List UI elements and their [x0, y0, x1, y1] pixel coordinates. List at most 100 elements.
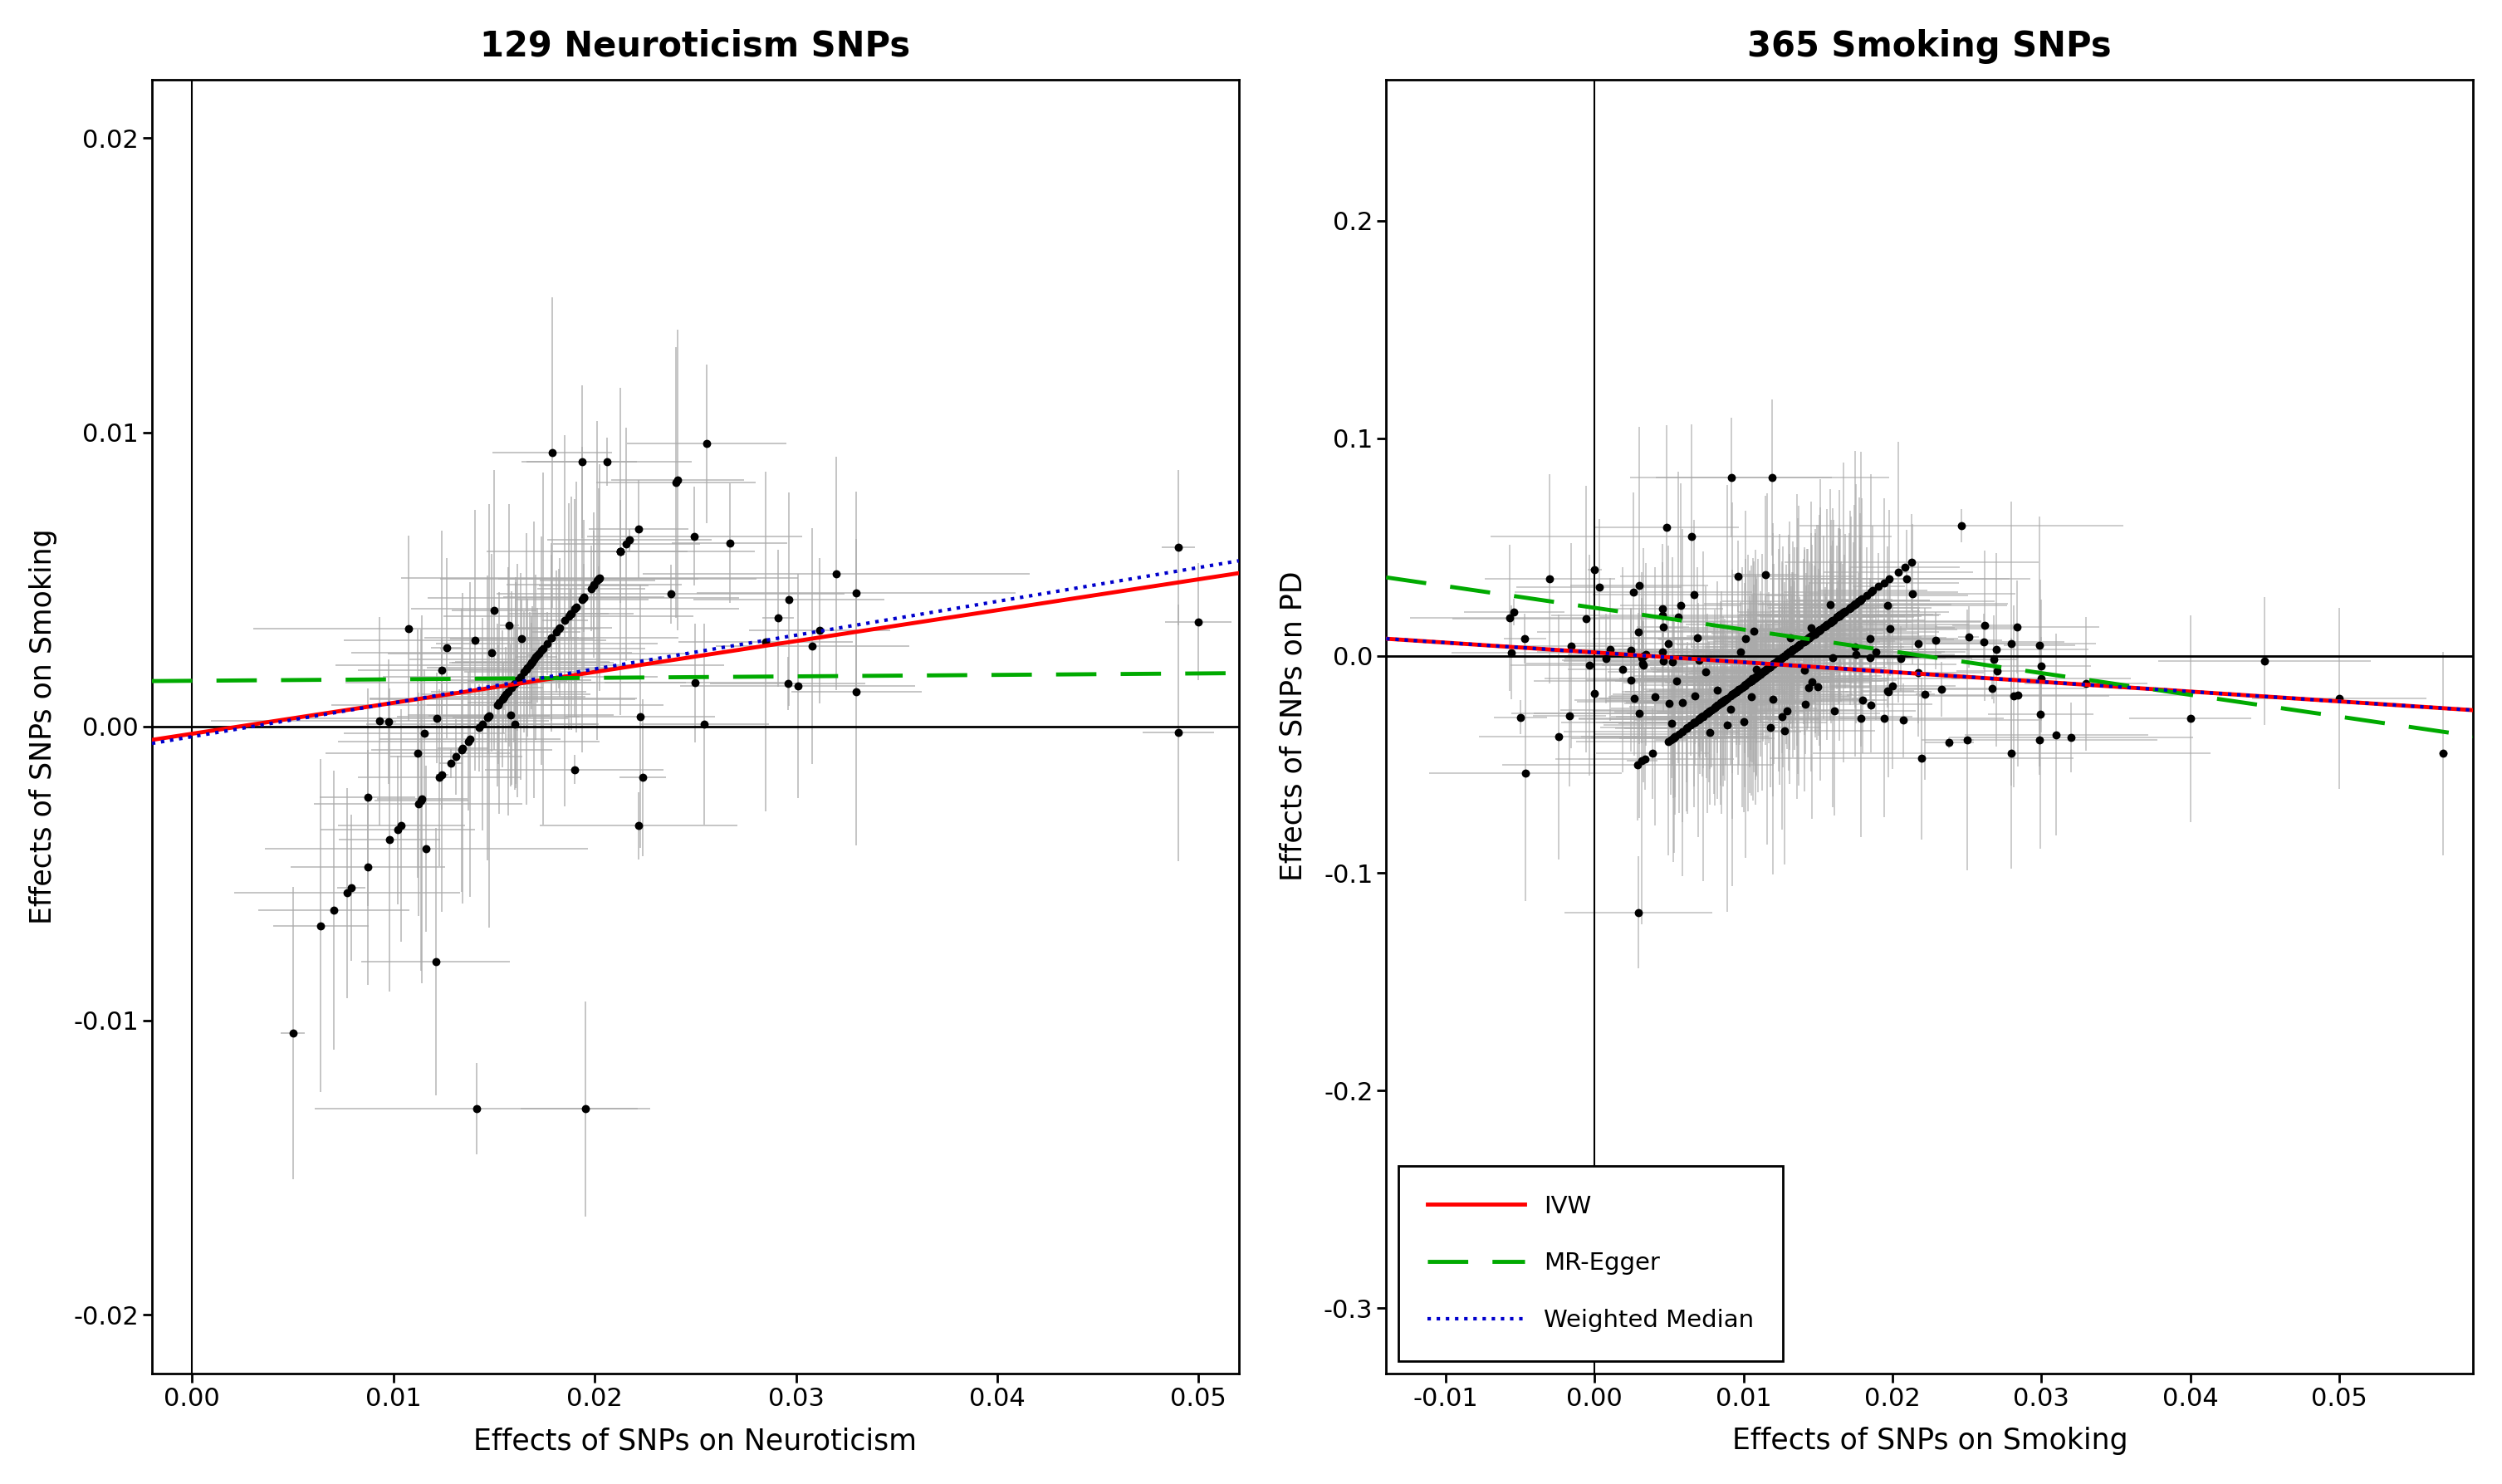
Point	[495, 672, 535, 696]
Point	[508, 656, 548, 680]
Point	[1754, 687, 1794, 711]
Point	[1771, 638, 1811, 662]
Point	[1774, 638, 1814, 662]
Point	[510, 651, 550, 675]
Point	[1799, 619, 1839, 643]
Point	[1674, 711, 1714, 735]
Point	[423, 763, 463, 787]
Point	[473, 598, 513, 622]
Point	[1701, 692, 1741, 715]
Point	[313, 898, 353, 922]
Point	[1764, 644, 1804, 668]
Point	[1771, 626, 1811, 650]
Point	[1816, 605, 1856, 629]
Point	[1736, 665, 1776, 689]
Point	[498, 669, 538, 693]
Point	[1689, 699, 1729, 723]
Point	[328, 881, 368, 905]
Point	[460, 715, 500, 739]
Point	[1686, 702, 1726, 726]
Point	[1724, 674, 1764, 697]
Point	[1764, 646, 1804, 669]
Point	[1739, 663, 1779, 687]
Point	[1834, 594, 1874, 617]
Point	[428, 637, 468, 660]
Point	[1806, 613, 1846, 637]
Point	[473, 641, 513, 665]
Point	[1764, 644, 1804, 668]
Point	[1879, 559, 1919, 583]
Point	[1811, 610, 1851, 634]
Point	[1791, 616, 1831, 640]
Point	[485, 684, 525, 708]
Point	[1771, 640, 1811, 663]
Point	[1766, 643, 1806, 666]
Point	[1736, 665, 1776, 689]
Point	[768, 588, 808, 611]
Point	[1789, 625, 1829, 649]
Point	[368, 709, 408, 733]
Point	[1819, 604, 1859, 628]
Point	[555, 757, 595, 781]
Point	[1681, 705, 1721, 729]
Point	[1611, 638, 1651, 662]
Point	[1621, 646, 1661, 669]
Point	[1679, 706, 1719, 730]
Point	[578, 568, 618, 592]
Point	[1661, 594, 1701, 617]
Point	[1654, 650, 1694, 674]
Point	[1679, 708, 1719, 732]
Point	[1651, 712, 1691, 736]
Point	[565, 1097, 605, 1120]
Point	[1716, 678, 1756, 702]
Point	[518, 641, 558, 665]
Point	[1799, 619, 1839, 643]
Point	[505, 657, 545, 681]
Point	[1704, 689, 1744, 712]
Point	[1834, 592, 1874, 616]
Point	[500, 626, 540, 650]
Point	[1649, 730, 1689, 754]
Point	[573, 573, 613, 597]
Point	[620, 705, 661, 729]
Point	[2022, 702, 2062, 726]
Point	[1641, 604, 1681, 628]
Point	[1769, 641, 1809, 665]
Point	[1869, 567, 1909, 591]
Point	[1574, 558, 1614, 582]
Legend: IVW, MR-Egger, Weighted Median: IVW, MR-Egger, Weighted Median	[1399, 1165, 1784, 1361]
Point	[1754, 651, 1794, 675]
Point	[468, 705, 508, 729]
Point	[1549, 705, 1589, 729]
Point	[836, 680, 876, 703]
Point	[1786, 693, 1826, 717]
Point	[1729, 669, 1769, 693]
Point	[1819, 604, 1859, 628]
Point	[388, 617, 428, 641]
Point	[623, 766, 663, 789]
Point	[1949, 625, 1989, 649]
Point	[1616, 752, 1656, 776]
Point	[1776, 635, 1816, 659]
Point	[533, 441, 573, 464]
Point	[1614, 580, 1654, 604]
Point	[1619, 901, 1659, 925]
Point	[378, 818, 418, 841]
Title: 129 Neuroticism SNPs: 129 Neuroticism SNPs	[480, 28, 911, 64]
Point	[478, 693, 518, 717]
Point	[1636, 684, 1676, 708]
Point	[1654, 726, 1694, 749]
Point	[490, 677, 530, 700]
Point	[1839, 589, 1879, 613]
Point	[1992, 632, 2032, 656]
Point	[610, 528, 651, 552]
Point	[1711, 683, 1751, 706]
Point	[478, 693, 518, 717]
Point	[1829, 595, 1869, 619]
Point	[1731, 669, 1771, 693]
Point	[1786, 628, 1826, 651]
Point	[555, 595, 595, 619]
Point	[1699, 693, 1739, 717]
Point	[2022, 654, 2062, 678]
Point	[1789, 677, 1829, 700]
